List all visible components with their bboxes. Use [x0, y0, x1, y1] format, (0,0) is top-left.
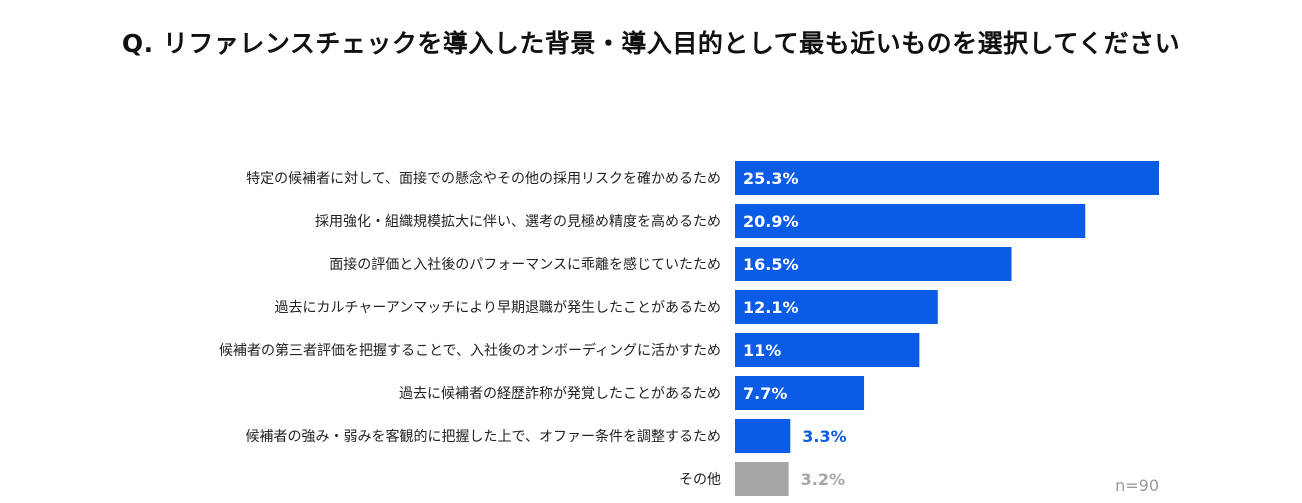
category-label: 特定の候補者に対して、面接での懸念やその他の採用リスクを確かめるため — [246, 170, 721, 187]
value-label: 7.7% — [743, 384, 787, 403]
category-label: 候補者の第三者評価を把握することで、入社後のオンボーディングに活かすため — [219, 342, 721, 359]
category-label: 面接の評価と入社後のパフォーマンスに乖離を感じていたため — [329, 256, 721, 273]
bar — [735, 462, 789, 496]
value-label: 20.9% — [743, 212, 799, 231]
category-label: 候補者の強み・弱みを客観的に把握した上で、オファー条件を調整するため — [246, 428, 721, 445]
category-label: 過去にカルチャーアンマッチにより早期退職が発生したことがあるため — [275, 300, 721, 316]
bar — [735, 161, 1159, 195]
value-label: 12.1% — [743, 298, 799, 317]
value-label: 3.2% — [801, 470, 845, 489]
bar — [735, 419, 791, 453]
category-label: 過去に候補者の経歴詐称が発覚したことがあるため — [399, 386, 721, 402]
bar — [735, 204, 1086, 238]
bar — [735, 376, 865, 410]
value-label: 25.3% — [743, 169, 799, 188]
bar — [735, 247, 1012, 281]
value-label: 11% — [743, 341, 781, 360]
category-label: 採用強化・組織規模拡大に伴い、選考の見極め精度を高めるため — [315, 213, 721, 230]
value-label: 3.3% — [802, 427, 846, 446]
bar — [735, 333, 920, 367]
chart-title: Q. リファレンスチェックを導入した背景・導入目的として最も近いものを選択してく… — [121, 29, 1181, 58]
sample-size-note: n=90 — [1115, 476, 1159, 495]
category-label: その他 — [679, 472, 721, 488]
bar — [735, 290, 938, 324]
value-label: 16.5% — [743, 255, 799, 274]
